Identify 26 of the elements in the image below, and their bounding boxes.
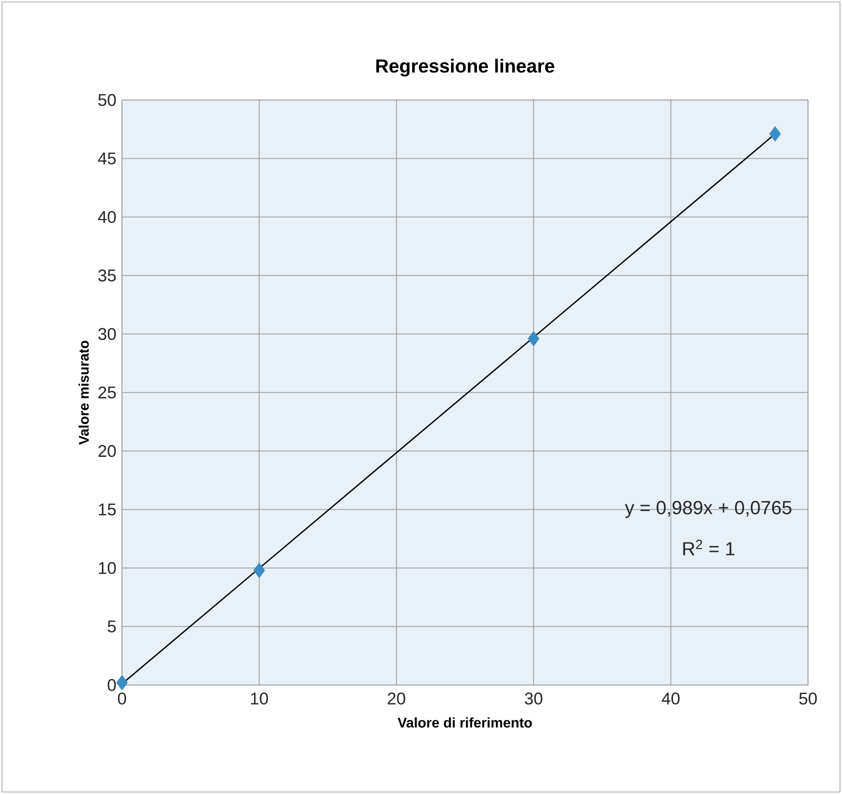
y-tick-label: 10 [98,562,116,574]
annotation: R$^{2}$ = 1 [683,540,734,556]
y-tick-label: 5 [108,620,116,632]
x-tick-label: 0 [118,692,126,705]
y-tick-label: 15 [98,504,116,516]
x-tick-label: 30 [524,692,542,705]
point [528,330,540,346]
y-axis-title: Valore misurato [78,340,89,445]
y-tick-label: 30 [98,328,116,340]
y-tick-label: 25 [98,386,116,398]
x-axis-title: Valore di riferimento [398,717,532,728]
point [253,562,266,578]
y-tick-label: 0 [108,679,116,691]
x-tick-label: 40 [662,692,680,705]
point [116,674,128,690]
y-tick-label: 50 [98,94,116,106]
x-tick-label: 50 [799,692,817,705]
x-tick-label: 10 [251,692,268,705]
y-tick-label: 40 [98,211,116,223]
x-tick-label: 20 [388,692,406,705]
y-tick-label: 35 [98,270,116,282]
y-tick-label: 45 [98,152,116,164]
y-tick-label: 20 [98,445,116,457]
point [769,126,781,142]
annotation: y = 0,989x + 0,0765 [624,500,792,518]
chart-title: Regressione lineare [376,58,554,77]
